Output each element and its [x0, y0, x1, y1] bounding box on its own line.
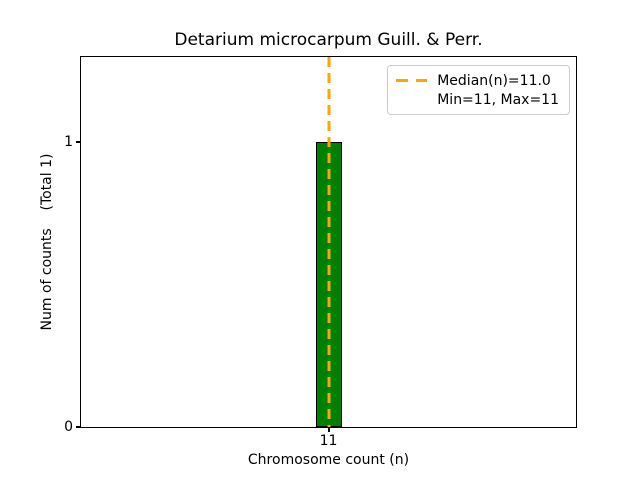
- legend-minmax-label: Min=11, Max=11: [437, 91, 559, 108]
- chart-title: Detarium microcarpum Guill. & Perr.: [174, 30, 483, 50]
- legend-row-median: Median(n)=11.0: [396, 71, 559, 90]
- y-tick: [76, 141, 80, 144]
- x-axis-label: Chromosome count (n): [247, 452, 410, 468]
- legend: Median(n)=11.0 Min=11, Max=11: [387, 65, 570, 115]
- median-line-swatch-icon: [396, 79, 428, 82]
- y-tick-label: 0: [64, 419, 73, 435]
- y-axis-label: Num of counts (Total 1): [39, 153, 55, 331]
- plot-area: 11 Median(n)=11.0 Min=11, Max=11 0 1: [64, 56, 577, 449]
- y-tick: [76, 426, 80, 428]
- median-line: [327, 57, 330, 427]
- legend-median-label: Median(n)=11.0: [437, 72, 551, 89]
- legend-row-minmax: Min=11, Max=11: [396, 90, 559, 109]
- x-tick: [327, 428, 330, 432]
- x-tick-label: 11: [319, 433, 338, 449]
- y-tick-label: 1: [64, 134, 73, 151]
